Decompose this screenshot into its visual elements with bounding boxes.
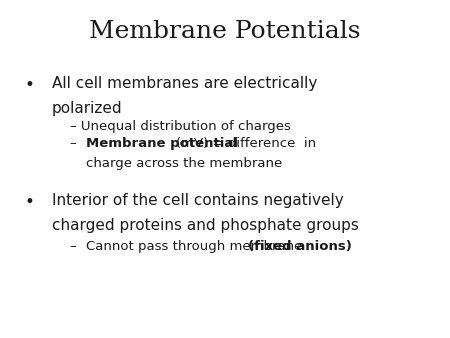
Text: – Unequal distribution of charges: – Unequal distribution of charges [70, 120, 291, 133]
Text: –: – [70, 240, 81, 253]
Text: Cannot pass through membrane: Cannot pass through membrane [86, 240, 306, 253]
Text: (mV) = difference  in: (mV) = difference in [176, 137, 316, 150]
Text: •: • [25, 76, 35, 94]
Text: charge across the membrane: charge across the membrane [86, 157, 282, 170]
Text: Interior of the cell contains negatively: Interior of the cell contains negatively [52, 193, 343, 208]
Text: Membrane potential: Membrane potential [86, 137, 238, 150]
Text: (fixed anions): (fixed anions) [248, 240, 352, 253]
Text: All cell membranes are electrically: All cell membranes are electrically [52, 76, 317, 91]
Text: Membrane Potentials: Membrane Potentials [89, 20, 361, 43]
Text: charged proteins and phosphate groups: charged proteins and phosphate groups [52, 218, 359, 233]
Text: •: • [25, 193, 35, 211]
Text: polarized: polarized [52, 101, 122, 116]
Text: –: – [70, 137, 81, 150]
